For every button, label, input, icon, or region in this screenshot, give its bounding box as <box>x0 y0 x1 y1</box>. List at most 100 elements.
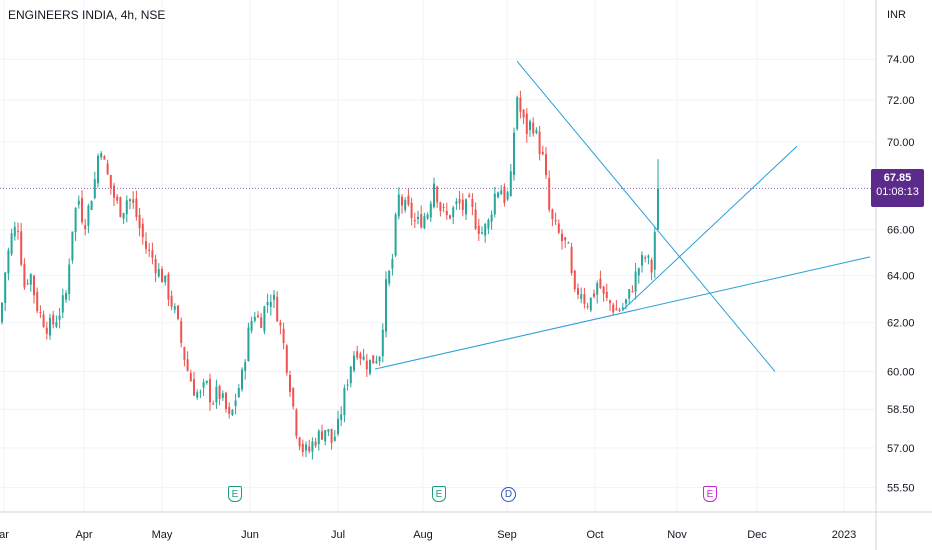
candle-body <box>170 295 173 307</box>
candle-body <box>413 219 416 222</box>
trendline <box>621 145 798 312</box>
candle-body <box>17 230 19 232</box>
candle-body <box>596 283 599 295</box>
candle-body <box>292 387 295 407</box>
candle-body <box>474 209 477 229</box>
candle-body <box>93 179 96 199</box>
candle-body <box>119 197 122 217</box>
candle-body <box>388 270 391 284</box>
candle-body <box>436 186 439 203</box>
price-axis-unit: INR <box>887 9 906 21</box>
x-tick-label: Dec <box>747 529 767 541</box>
candle-body <box>189 373 192 382</box>
candle-body <box>145 241 147 249</box>
candle-body <box>295 409 298 437</box>
candle-body <box>609 300 611 304</box>
candle-body <box>557 223 560 233</box>
candle-body <box>221 393 224 398</box>
candle-body <box>241 369 243 390</box>
candle-body <box>612 304 615 313</box>
candle-body <box>535 129 538 133</box>
candle-body <box>429 203 432 218</box>
candle-body <box>122 213 125 219</box>
bar-countdown: 01:08:13 <box>876 186 919 198</box>
candle-body <box>477 225 480 234</box>
candle-body <box>212 403 215 405</box>
candle-body <box>10 233 13 255</box>
candle-body <box>49 317 51 336</box>
dividend-event-icon[interactable]: D <box>501 487 516 502</box>
candle-body <box>97 155 99 184</box>
earnings-event-icon[interactable]: E <box>228 486 242 502</box>
candle-body <box>356 351 359 358</box>
candle-body <box>196 392 199 398</box>
y-tick-label: 55.50 <box>887 483 915 495</box>
candle-body <box>273 295 275 300</box>
candle-body <box>29 274 32 285</box>
candle-body <box>439 202 442 212</box>
candle-body <box>247 327 250 362</box>
candle-body <box>314 441 317 446</box>
y-tick-label: 58.50 <box>887 404 915 416</box>
candle-body <box>468 195 471 198</box>
candle-body <box>481 232 483 234</box>
candle-body <box>141 223 144 238</box>
candle-body <box>209 378 211 403</box>
candle-body <box>4 272 7 303</box>
upcoming-earnings-event-icon[interactable]: E <box>703 486 717 502</box>
candle-body <box>23 264 26 288</box>
candle-body <box>52 314 55 325</box>
candle-body <box>138 215 141 229</box>
candle-body <box>317 430 320 445</box>
x-tick-label: Apr <box>75 529 92 541</box>
candle-body <box>397 194 400 217</box>
candle-body <box>410 202 413 218</box>
candle-body <box>589 297 592 311</box>
candle-body <box>618 309 621 311</box>
candle-body <box>269 301 272 307</box>
candle-body <box>109 174 112 188</box>
earnings-event-icon[interactable]: E <box>432 486 446 502</box>
candle-body <box>362 356 365 360</box>
candle-body <box>132 199 135 203</box>
candle-body <box>61 295 64 313</box>
candle-body <box>228 406 231 414</box>
candle-body <box>500 190 503 195</box>
candle-body <box>45 327 48 334</box>
candle-body <box>372 355 375 364</box>
candle-body <box>385 279 387 332</box>
candle-body <box>116 196 119 201</box>
candle-body <box>289 375 291 392</box>
candle-body <box>285 345 288 373</box>
candle-body <box>333 436 336 441</box>
candle-body <box>353 355 355 371</box>
candle-body <box>33 275 35 296</box>
candle-body <box>321 431 323 440</box>
x-tick-label: 2023 <box>832 529 856 541</box>
candle-body <box>164 275 167 283</box>
candle-body <box>340 414 343 420</box>
candle-body <box>381 329 384 357</box>
candle-body <box>650 259 653 273</box>
candle-body <box>509 171 512 197</box>
last-price-badge: 67.85 01:08:13 <box>871 169 924 207</box>
candle-body <box>631 291 634 293</box>
candle-body <box>36 291 39 312</box>
candle-body <box>449 215 451 219</box>
candle-body <box>375 361 378 363</box>
x-tick-label: Nov <box>667 529 687 541</box>
candle-body <box>404 200 407 210</box>
candle-body <box>125 200 128 215</box>
candle-body <box>570 246 573 274</box>
candle-body <box>148 249 151 251</box>
candle-body <box>567 242 570 244</box>
candle-body <box>423 216 426 228</box>
candle-body <box>77 200 80 205</box>
candle-body <box>346 384 349 386</box>
candle-body <box>484 224 487 236</box>
candle-body <box>305 444 307 451</box>
candle-body <box>183 347 186 360</box>
candle-body <box>554 220 557 222</box>
